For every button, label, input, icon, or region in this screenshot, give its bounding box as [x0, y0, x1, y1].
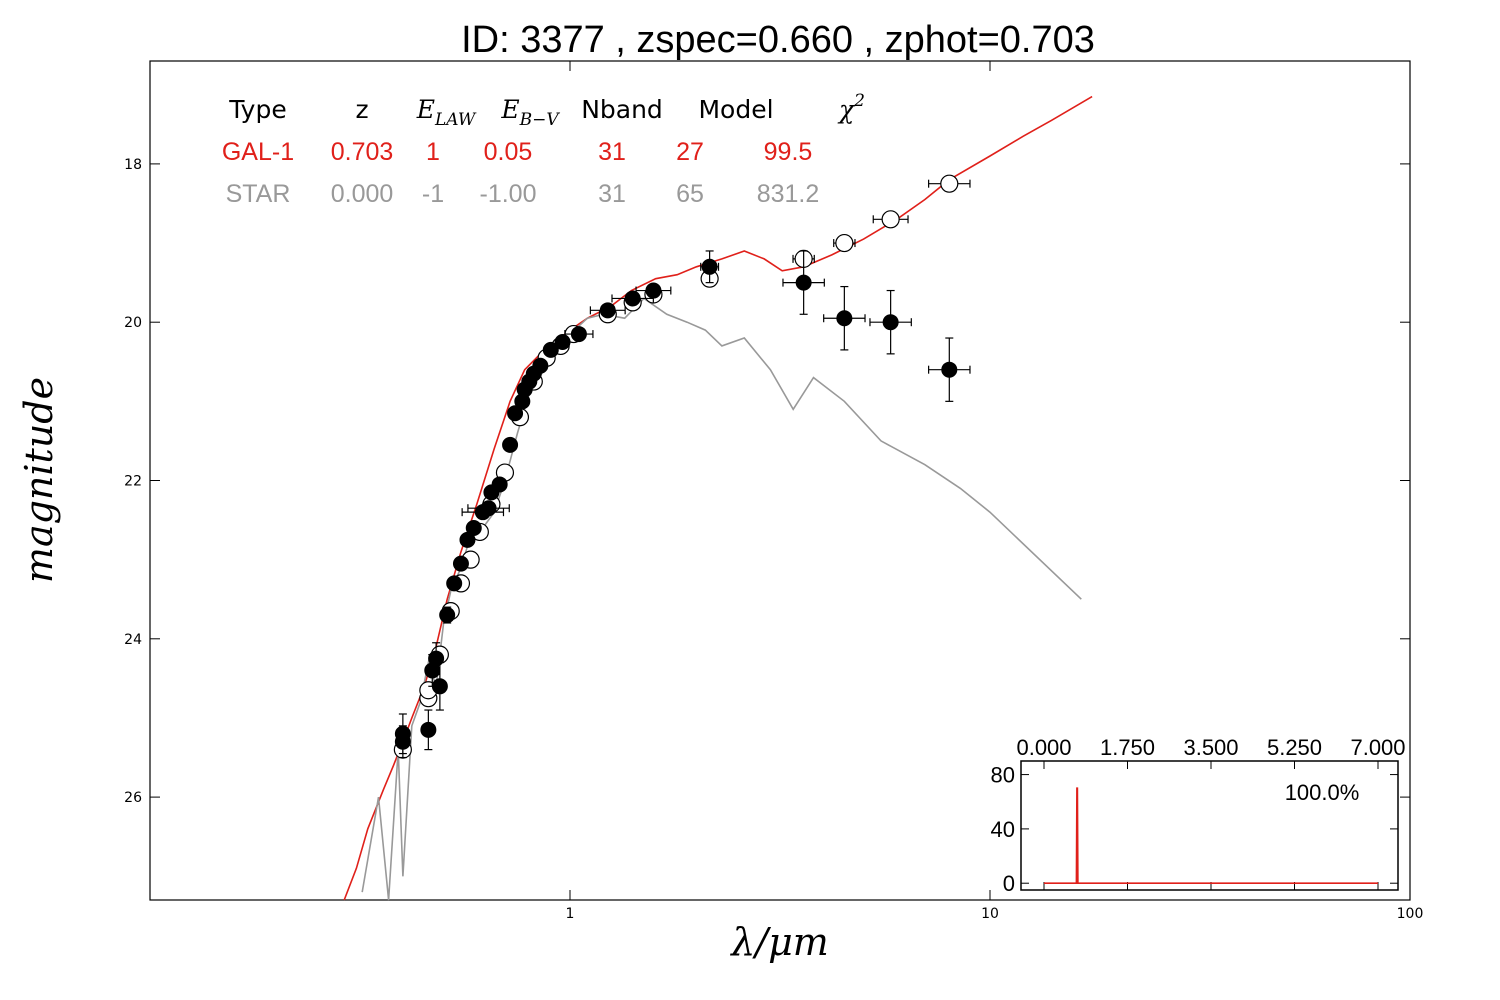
observed-flux-point [420, 721, 437, 738]
table-header-cell: z [355, 95, 368, 124]
table-header-cell: Type [228, 95, 286, 124]
table-cell: 99.5 [764, 138, 813, 166]
y-tick-label: 22 [124, 474, 142, 490]
y-axis-title: magnitude [17, 377, 61, 583]
chart-title: ID: 3377 , zspec=0.660 , zphot=0.703 [461, 19, 1095, 61]
observed-flux-point [795, 274, 812, 291]
observed-flux-point [532, 357, 549, 374]
observed-flux-point [394, 733, 411, 750]
observed-flux-point [836, 310, 853, 327]
main-plot-series [343, 95, 1093, 901]
inset-y-tick-label: 0 [1003, 871, 1015, 896]
observed-flux-point [439, 607, 456, 624]
star-template-line [361, 297, 1082, 901]
inset-x-tick-label: 3.500 [1183, 735, 1238, 760]
inset-x-tick-label: 5.250 [1267, 735, 1322, 760]
observed-flux-point [465, 519, 482, 536]
x-tick-label: 10 [981, 906, 999, 922]
table-header-cell: EB−V [500, 95, 560, 130]
table-cell: STAR [226, 180, 291, 208]
model-flux-point [940, 174, 959, 193]
table-header-cell: Model [698, 95, 773, 124]
table-cell: 831.2 [757, 180, 820, 208]
galaxy-template-line [343, 95, 1093, 901]
observed-flux-point [624, 290, 641, 307]
table-cell: GAL-1 [222, 138, 294, 166]
redshift-pdf-inset: 0.000 1.750 3.500 5.250 7.000 0 40 80 100.0% [991, 735, 1406, 896]
model-flux-point [881, 210, 900, 229]
inset-pdf-line [1044, 787, 1378, 884]
observed-flux-point [941, 361, 958, 378]
x-tick-label: 100 [1397, 906, 1424, 922]
table-cell: 0.703 [331, 138, 394, 166]
table-cell: 31 [598, 138, 626, 166]
inset-x-tick-label: 1.750 [1100, 735, 1155, 760]
table-cell: -1.00 [480, 180, 537, 208]
table-header-cell: χ2 [837, 91, 865, 124]
table-cell: 0.05 [484, 138, 533, 166]
x-tick-label: 1 [566, 906, 575, 922]
inset-y-tick-label: 40 [991, 817, 1015, 842]
observed-flux-point [599, 302, 616, 319]
inset-probability-label: 100.0% [1285, 780, 1360, 805]
observed-flux-point [507, 405, 524, 422]
model-flux-point [835, 233, 854, 253]
y-tick-label: 20 [124, 315, 142, 331]
observed-flux-point [502, 436, 519, 453]
inset-y-tick-label: 80 [991, 763, 1015, 788]
observed-flux-point [570, 326, 587, 343]
observed-flux-point [882, 314, 899, 331]
y-tick-label: 24 [124, 632, 142, 648]
observed-flux-point [452, 555, 469, 572]
observed-flux-point [645, 282, 662, 299]
observed-flux-point [428, 650, 445, 667]
fit-results-table: Type z ELAW EB−V Nband Model χ2 GAL-1 0.703 1 0.05… [222, 91, 865, 208]
inset-frame [1020, 760, 1399, 891]
observed-flux-point [480, 500, 497, 517]
table-cell: 31 [598, 180, 626, 208]
inset-x-tick-label: 0.000 [1016, 735, 1071, 760]
observed-flux-point [431, 678, 448, 695]
observed-flux-point [701, 258, 718, 275]
observed-flux-point [491, 476, 508, 493]
table-cell: 27 [676, 138, 704, 166]
table-header-cell: Nband [581, 95, 663, 124]
inset-x-tick-label: 7.000 [1350, 735, 1405, 760]
y-tick-label: 18 [124, 157, 142, 173]
y-tick-label: 26 [124, 790, 142, 806]
table-header-cell: ELAW [416, 95, 477, 130]
table-cell: 1 [426, 138, 440, 166]
observed-flux-point [446, 575, 463, 592]
table-cell: -1 [422, 180, 444, 208]
table-cell: 65 [676, 180, 704, 208]
table-cell: 0.000 [331, 180, 394, 208]
observed-flux-point [542, 341, 559, 358]
observed-flux-point [554, 333, 571, 350]
x-axis-title: λ/μm [729, 920, 829, 964]
